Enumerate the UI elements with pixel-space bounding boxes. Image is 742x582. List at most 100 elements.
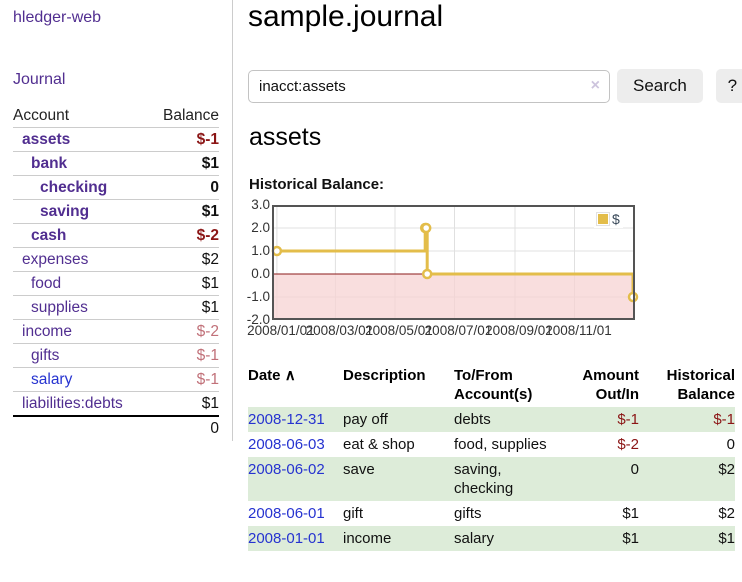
register-header-description: Description (343, 367, 426, 384)
chart-title: Historical Balance: (249, 176, 385, 193)
y-axis-label: 1.0 (251, 243, 270, 258)
register-amount: 0 (564, 457, 639, 501)
account-name-cell: saving (13, 199, 150, 224)
register-header-date-label: Date (248, 367, 281, 384)
legend-label: $ (612, 211, 620, 227)
sort-asc-icon: ∧ (284, 367, 296, 384)
sidebar-account-assets[interactable]: assets (22, 131, 71, 148)
register-accounts: saving, checking (454, 457, 564, 501)
sidebar-account-expenses[interactable]: expenses (22, 251, 89, 268)
register-amount: $1 (622, 505, 639, 522)
clear-search-icon[interactable]: × (590, 76, 600, 94)
register-description: pay off (343, 407, 454, 432)
account-row: gifts $-1 (13, 343, 219, 368)
account-balance: $1 (149, 391, 219, 416)
register-row: 2008-06-02 save saving, checking 0 $2 (248, 457, 735, 501)
page-title: sample.journal (248, 0, 444, 33)
sidebar-account-cash[interactable]: cash (31, 227, 67, 244)
register-date-link[interactable]: 2008-06-02 (248, 461, 325, 478)
sidebar-account-food[interactable]: food (31, 275, 62, 292)
account-name-cell: salary (13, 367, 150, 392)
account-balance: $-1 (149, 367, 219, 392)
search-input[interactable] (248, 69, 610, 103)
register-date-link[interactable]: 2008-06-03 (248, 436, 325, 453)
register-balance: $2 (639, 457, 735, 501)
register-balance: $1 (639, 526, 735, 551)
register-accounts: debts (454, 407, 564, 432)
account-row: food $1 (13, 271, 219, 296)
register-balance: $2 (718, 505, 735, 522)
account-name-cell: bank (13, 151, 150, 176)
main-content: sample.journal × Search ? assets Histori… (247, 0, 742, 582)
register-table: Date ∧ Description To/From Account(s) Am… (248, 363, 735, 551)
register-header-row: Date ∧ Description To/From Account(s) Am… (248, 363, 735, 407)
sidebar-account-checking[interactable]: checking (40, 179, 108, 196)
sidebar-account-income[interactable]: income (22, 323, 72, 340)
account-row: salary $-1 (13, 367, 219, 392)
app-title: hledger-web (13, 9, 101, 27)
account-balance: $1 (149, 271, 219, 296)
account-row: checking 0 (13, 175, 219, 200)
account-row: supplies $1 (13, 295, 219, 320)
account-balance: $-2 (149, 223, 219, 248)
accounts-header-account: Account (13, 107, 70, 124)
sidebar-nav: Journal (13, 71, 65, 89)
account-name-cell: cash (13, 223, 150, 248)
register-amount: $-2 (617, 436, 639, 453)
sidebar-account-bank[interactable]: bank (31, 155, 68, 172)
legend-swatch-icon (597, 213, 609, 225)
sidebar-item-journal[interactable]: Journal (13, 71, 66, 88)
account-row: expenses $2 (13, 247, 219, 272)
y-axis-label: 0.0 (251, 266, 270, 281)
register-date-cell: 2008-06-01 (248, 501, 343, 526)
y-axis-label: 3.0 (251, 197, 270, 212)
sidebar-account-gifts[interactable]: gifts (31, 347, 60, 364)
app-title-link[interactable]: hledger-web (13, 9, 102, 26)
account-balance: $-1 (149, 343, 219, 368)
y-axis-label: -1.0 (246, 289, 270, 304)
account-row: assets $-1 (13, 127, 219, 152)
register-description: income (343, 526, 454, 551)
sidebar-account-saving[interactable]: saving (40, 203, 90, 220)
register-row: 2008-06-01 gift gifts $1 $2 (248, 501, 735, 526)
sidebar-account-salary[interactable]: salary (31, 371, 73, 388)
register-date-link[interactable]: 2008-12-31 (248, 411, 325, 428)
chart-plot-area (271, 205, 639, 320)
register-description: gift (343, 505, 364, 522)
register-header-date[interactable]: Date ∧ (248, 363, 343, 407)
account-row: bank $1 (13, 151, 219, 176)
accounts-total-row: 0 (13, 415, 219, 440)
account-balance: $1 (149, 295, 219, 320)
search-button[interactable]: Search (617, 69, 703, 103)
account-balance: $1 (149, 151, 219, 176)
accounts-table: Account Balance assets $-1 bank $1 checking 0… (13, 104, 219, 440)
account-balance: 0 (149, 175, 219, 200)
account-name-cell: liabilities:debts (13, 391, 150, 416)
sidebar: hledger-web Journal Account Balance asse… (0, 0, 233, 441)
register-accounts: salary (454, 526, 564, 551)
register-balance: 0 (726, 436, 735, 453)
account-row: cash $-2 (13, 223, 219, 248)
register-amount: $1 (564, 526, 639, 551)
sidebar-account-liabilities-debts[interactable]: liabilities:debts (22, 395, 123, 412)
account-row: income $-2 (13, 319, 219, 344)
account-balance: $-1 (149, 127, 219, 152)
account-balance: $2 (149, 247, 219, 272)
account-row: saving $1 (13, 199, 219, 224)
register-date-link[interactable]: 2008-01-01 (248, 530, 325, 547)
y-axis-label: -2.0 (246, 312, 270, 327)
register-row: 2008-12-31 pay off debts $-1 $-1 (248, 407, 735, 432)
register-description: save (343, 457, 454, 501)
register-amount: $-1 (564, 407, 639, 432)
x-axis-label: 2008/03/01 (305, 323, 374, 338)
register-accounts: food, supplies (454, 436, 547, 453)
register-date-cell: 2008-06-02 (248, 457, 343, 501)
account-balance: $-2 (149, 319, 219, 344)
sidebar-account-supplies[interactable]: supplies (31, 299, 88, 316)
register-balance: $-1 (639, 407, 735, 432)
register-date-cell: 2008-06-03 (248, 432, 343, 457)
help-button[interactable]: ? (715, 69, 742, 103)
x-axis-label: 2008/09/01 (485, 323, 553, 338)
x-axis-label: 2008/05/01 (365, 323, 433, 338)
register-date-link[interactable]: 2008-06-01 (248, 505, 325, 522)
